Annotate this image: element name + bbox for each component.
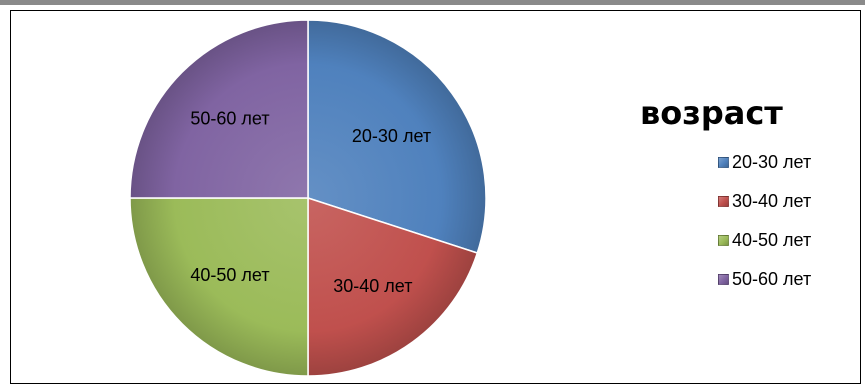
legend-label: 50-60 лет <box>732 269 812 289</box>
pie-slice <box>307 19 487 254</box>
chart-title: возраст <box>640 94 783 132</box>
slice-data-label: 30-40 лет <box>333 276 412 296</box>
legend-swatch <box>718 235 729 246</box>
legend-label: 20-30 лет <box>732 152 812 172</box>
legend-swatch <box>718 196 729 207</box>
legend-label: 30-40 лет <box>732 191 812 211</box>
legend-swatch <box>718 157 729 168</box>
legend-label: 40-50 лет <box>732 230 812 250</box>
slice-data-label: 40-50 лет <box>190 265 269 285</box>
pie-data-labels: 20-30 лет 30-40 лет 40-50 лет 50-60 лет <box>190 109 431 296</box>
top-border-line <box>0 0 865 5</box>
pie-slice <box>129 19 309 199</box>
pie-slice <box>307 197 479 377</box>
legend-swatch <box>718 274 729 285</box>
pie-slices <box>129 19 487 377</box>
pie-slice <box>129 197 309 377</box>
slice-data-label: 50-60 лет <box>190 109 269 129</box>
slice-data-label: 20-30 лет <box>352 126 431 146</box>
